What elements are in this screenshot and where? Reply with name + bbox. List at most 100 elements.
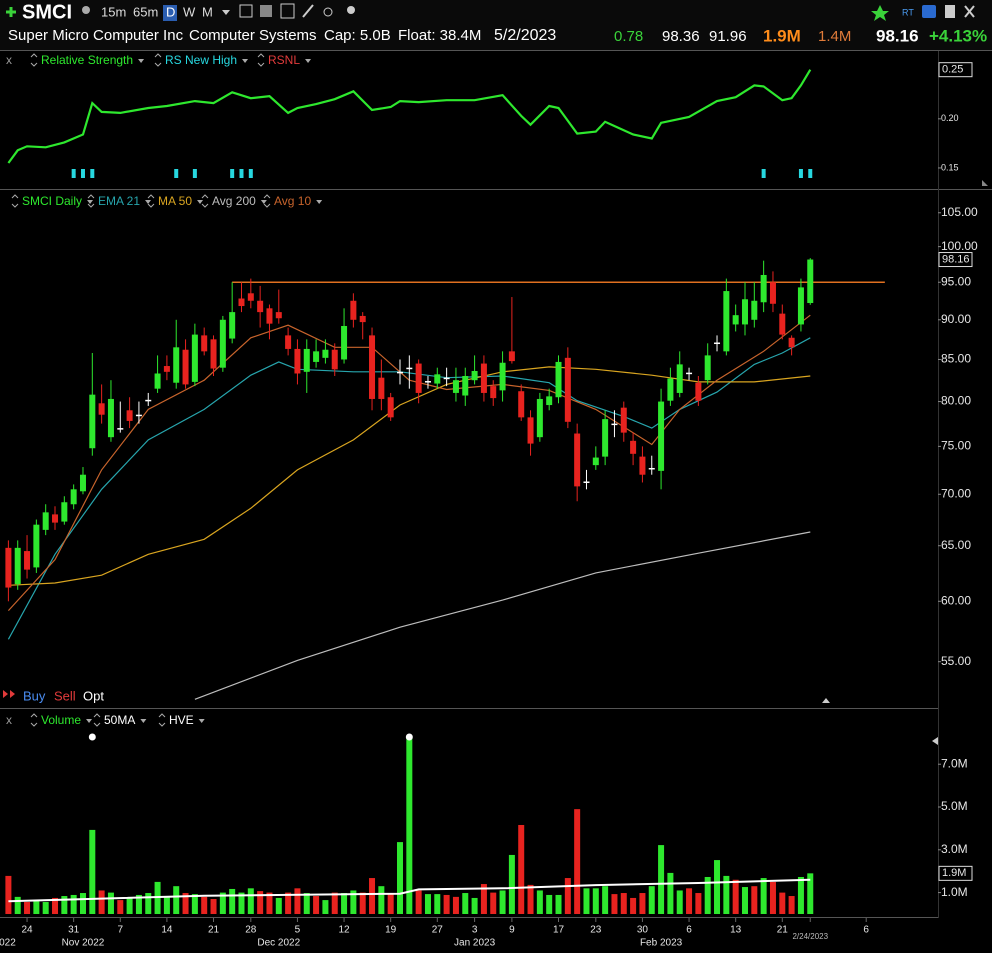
candle-body (42, 512, 49, 530)
dropdown[interactable] (198, 719, 205, 723)
candle-body (639, 456, 646, 475)
candle-body (564, 357, 571, 422)
volume-bar (564, 878, 571, 914)
candle-body (135, 414, 142, 417)
x-tick-label: 19 (385, 925, 397, 936)
candle-body (70, 489, 77, 505)
dropdown[interactable] (242, 59, 249, 63)
x-tick-label: 21 (208, 925, 220, 936)
legend-label[interactable]: 50MA (104, 713, 135, 727)
rs-new-high (248, 169, 253, 178)
volume-bar (117, 900, 124, 914)
rs-line (7, 69, 812, 164)
dropdown[interactable] (87, 200, 94, 204)
dropdown[interactable] (145, 200, 152, 204)
volume-bar (369, 878, 376, 914)
legend-label[interactable]: Avg 200 (212, 194, 256, 208)
dropdown[interactable] (260, 200, 267, 204)
legend-icon (93, 713, 101, 727)
dropdown[interactable] (138, 59, 145, 63)
candle-body (5, 547, 12, 588)
period[interactable]: M (202, 4, 213, 19)
period[interactable]: D (166, 4, 175, 19)
panel-close[interactable]: x (6, 53, 12, 67)
volume-bar (266, 892, 273, 914)
legend-label[interactable]: Volume (41, 713, 81, 727)
candle-body (247, 293, 254, 301)
legend-label[interactable]: Relative Strength (41, 53, 133, 67)
legend-label[interactable]: MA 50 (158, 194, 192, 208)
dropdown[interactable] (316, 200, 323, 204)
share-icon[interactable] (922, 5, 936, 18)
y-tick-label: 0.20 (941, 113, 959, 123)
volume-bar (760, 878, 767, 914)
dropdown[interactable] (305, 59, 312, 63)
candle-body (98, 403, 105, 415)
candle-body (210, 339, 217, 369)
candle-body (732, 315, 739, 325)
tool-icon[interactable] (347, 6, 355, 14)
x-tick-label: 14 (161, 925, 173, 936)
volume-bar (89, 829, 96, 914)
y-tick-label: 95.00 (941, 274, 971, 288)
opt[interactable]: Opt (83, 688, 104, 703)
print-icon[interactable] (945, 5, 955, 18)
tool-icon[interactable] (302, 4, 314, 18)
hve-marker (405, 733, 413, 741)
period[interactable]: 65m (133, 4, 158, 19)
add-icon[interactable] (6, 7, 16, 17)
dropdown[interactable] (86, 719, 93, 723)
tool-icon[interactable] (323, 7, 333, 17)
legend-label[interactable]: RS New High (165, 53, 237, 67)
sell[interactable]: Sell (54, 688, 76, 703)
symbol-icon[interactable] (82, 6, 90, 14)
star-icon[interactable] (871, 5, 889, 21)
value-box-label: 1.9M (942, 867, 966, 879)
x-tick-label: 9 (509, 925, 515, 936)
rs-new-high (174, 169, 179, 178)
y-tick-label: 80.00 (941, 394, 971, 408)
candle-body (107, 398, 114, 438)
y-tick-label: 3.0M (941, 842, 968, 856)
dropdown[interactable] (140, 719, 147, 723)
panel-close[interactable]: x (6, 713, 12, 727)
candle-body (602, 419, 609, 457)
candle-body (714, 342, 721, 345)
period[interactable]: W (183, 4, 196, 19)
legend-icon (147, 194, 155, 208)
value-box-label: 98.16 (942, 253, 970, 265)
tool-icon[interactable] (239, 4, 253, 18)
volume-bar (285, 892, 292, 914)
close-icon[interactable] (964, 5, 975, 18)
rt-label[interactable]: RT (902, 7, 914, 17)
candle-body (229, 312, 236, 339)
candle-body (471, 371, 478, 381)
candle-body (266, 308, 273, 324)
volume-bar (732, 879, 739, 914)
legend-label[interactable]: Avg 10 (274, 194, 311, 208)
cap: Cap: 5.0B (324, 27, 391, 44)
legend-label[interactable]: RSNL (268, 53, 300, 67)
tool-icon[interactable] (280, 3, 295, 19)
legend-label[interactable]: SMCI Daily (22, 194, 82, 208)
order-icon[interactable] (3, 690, 15, 698)
legend-label[interactable]: HVE (169, 713, 194, 727)
y-tick-label: 5.0M (941, 799, 968, 813)
dropdown[interactable] (197, 200, 204, 204)
candle-body (434, 374, 441, 384)
y-tick-label: 70.00 (941, 486, 971, 500)
legend-label[interactable]: EMA 21 (98, 194, 140, 208)
float: Float: 38.4M (398, 27, 481, 44)
tool-icon[interactable] (260, 5, 272, 17)
legend-icon (158, 713, 166, 727)
resize-icon[interactable] (982, 180, 988, 186)
volume-bar (350, 890, 357, 914)
dropdown[interactable] (222, 10, 230, 15)
period[interactable]: 15m (101, 4, 126, 19)
candle-body (145, 399, 152, 402)
buy[interactable]: Buy (23, 688, 46, 703)
candle-body (61, 502, 68, 522)
candle-body (359, 315, 366, 323)
value-box (938, 252, 973, 268)
